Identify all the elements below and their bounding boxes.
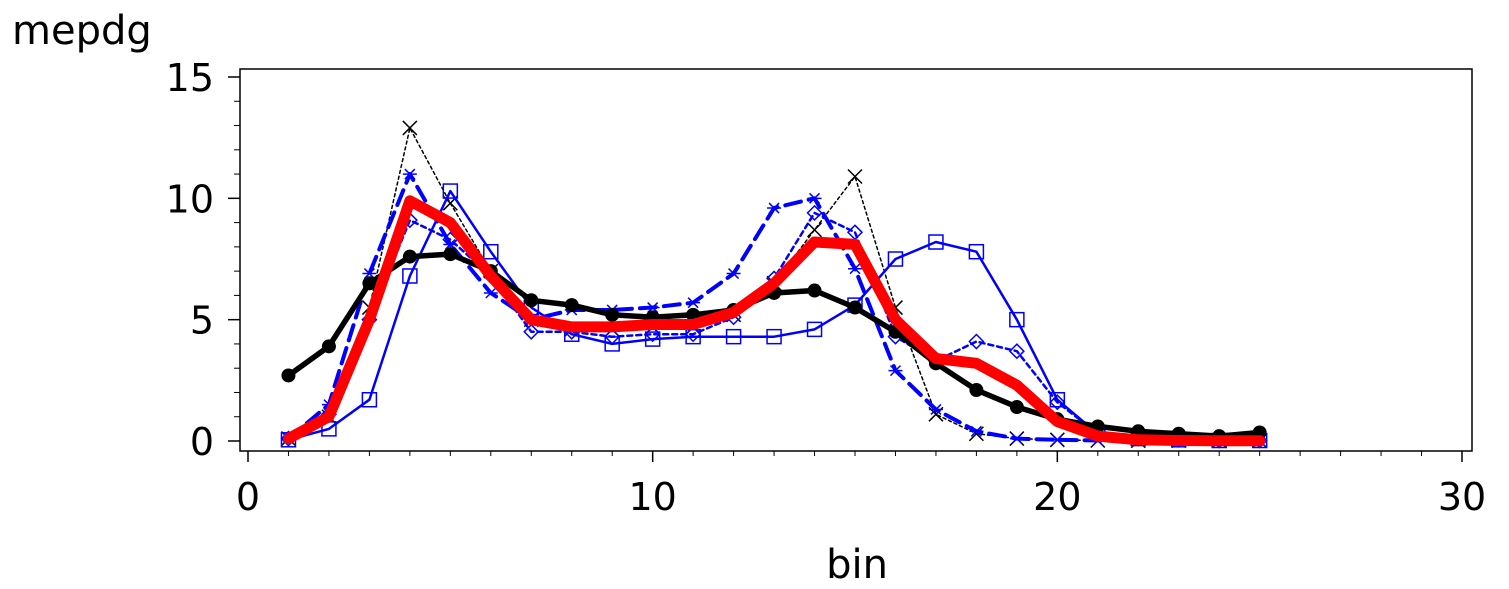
x-tick-label: 10	[628, 475, 676, 519]
star-marker	[402, 168, 417, 180]
star-marker	[726, 268, 741, 280]
y-tick-label: 0	[190, 420, 214, 464]
dot-marker	[443, 247, 458, 262]
dot-marker	[969, 383, 984, 398]
y-tick-label: 10	[166, 177, 214, 221]
x-marker	[807, 222, 823, 238]
x-axis-title: bin	[826, 542, 888, 588]
dot-marker	[605, 307, 620, 322]
series-2	[280, 183, 1268, 449]
y-axis-title: mepdg	[12, 8, 152, 54]
series-line	[283, 195, 1266, 447]
square-marker	[968, 243, 985, 260]
x-marker	[847, 168, 863, 185]
diamond-marker	[968, 333, 985, 350]
square-marker	[1049, 391, 1066, 408]
square-marker	[483, 243, 499, 260]
diamond-marker	[1049, 394, 1066, 411]
square-marker	[1009, 311, 1025, 328]
star-marker	[969, 425, 984, 437]
series-layer	[280, 120, 1268, 449]
series-6	[283, 195, 1266, 447]
star-marker	[645, 302, 660, 314]
star-marker	[767, 202, 782, 214]
square-marker	[806, 321, 823, 338]
diamond-marker	[644, 326, 661, 343]
dot-marker	[848, 300, 862, 315]
diamond-marker	[685, 326, 702, 343]
square-marker	[644, 331, 661, 347]
x-marker	[402, 120, 418, 136]
dot-marker	[807, 283, 822, 298]
square-marker	[887, 251, 904, 267]
star-marker	[807, 192, 822, 204]
diamond-marker	[1008, 343, 1025, 360]
series-5	[281, 247, 1267, 444]
x-tick-label: 20	[1033, 475, 1081, 519]
diamond-marker	[523, 323, 540, 340]
star-marker	[1050, 434, 1065, 446]
x-tick-label: 0	[236, 475, 260, 519]
square-marker	[442, 183, 459, 199]
square-marker	[402, 268, 418, 284]
star-marker	[1009, 433, 1024, 445]
dot-marker	[321, 339, 336, 354]
dot-marker	[402, 249, 417, 264]
series-3	[280, 204, 1268, 449]
plot-frame	[239, 68, 1473, 452]
dot-marker	[281, 368, 296, 383]
star-marker	[686, 297, 701, 309]
star-marker	[848, 263, 862, 275]
y-tick-label: 5	[190, 299, 214, 343]
square-marker	[361, 391, 378, 408]
diamond-marker	[604, 328, 621, 345]
star-marker	[483, 287, 498, 299]
y-tick-label: 15	[166, 56, 214, 100]
series-line	[287, 211, 1261, 442]
square-marker	[725, 328, 742, 345]
star-marker	[443, 238, 458, 250]
square-marker	[766, 328, 782, 345]
axis-ticks: 0 10 20 30 0 5 10 15	[166, 56, 1487, 519]
dot-marker	[564, 298, 579, 313]
dot-marker	[524, 293, 539, 308]
x-tick-label: 30	[1438, 475, 1486, 519]
dot-marker	[362, 276, 377, 291]
diamond-marker	[806, 204, 823, 221]
square-marker	[928, 234, 944, 250]
dot-marker	[1009, 400, 1024, 415]
star-marker	[888, 365, 903, 377]
star-marker	[362, 268, 377, 280]
series-line	[287, 189, 1261, 442]
star-marker	[928, 403, 943, 415]
